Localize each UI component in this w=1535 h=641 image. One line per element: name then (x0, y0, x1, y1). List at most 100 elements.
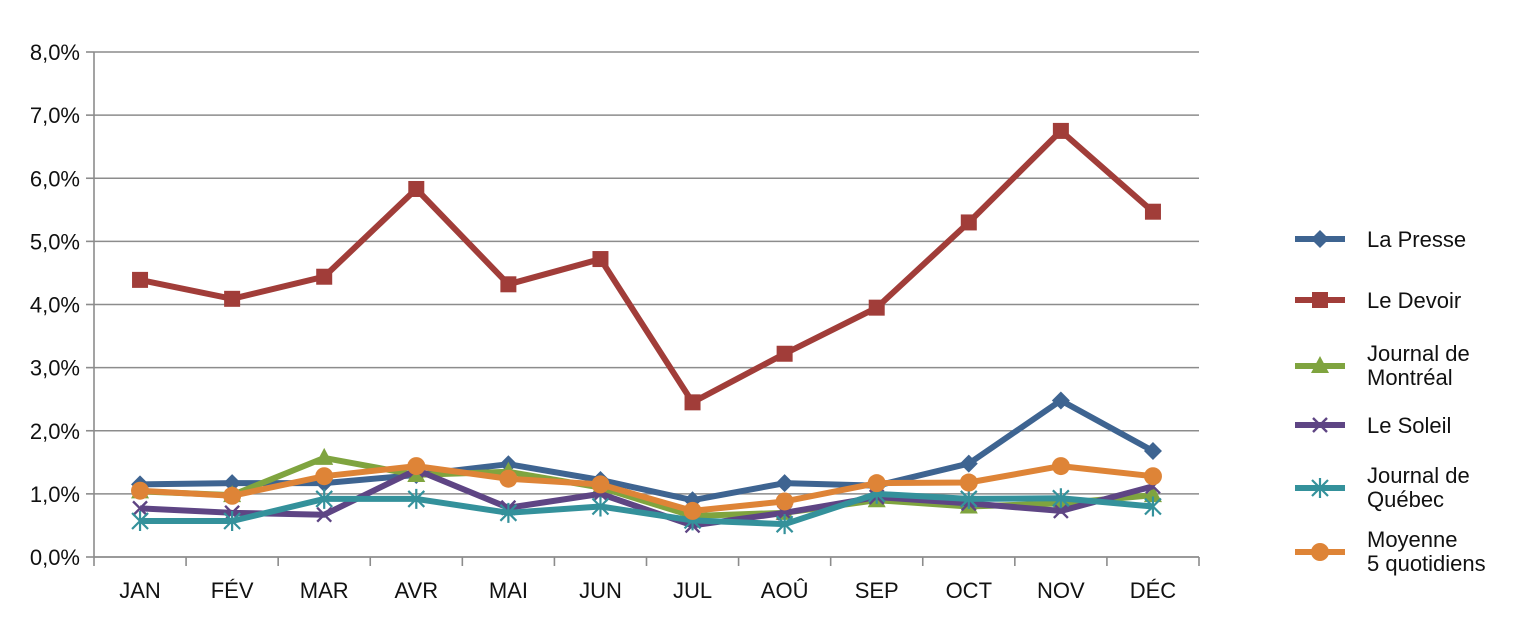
data-point (959, 473, 978, 492)
data-point (499, 502, 518, 523)
data-point (408, 180, 425, 197)
data-point (775, 474, 794, 493)
data-point (223, 474, 242, 493)
x-tick-label: FÉV (211, 578, 254, 603)
data-point (223, 511, 241, 532)
series-line (140, 397, 1155, 504)
data-point (407, 457, 426, 476)
x-tick-label: JUN (579, 578, 622, 603)
series-1 (132, 122, 1161, 411)
y-tick-label: 5,0% (30, 229, 80, 254)
x-tick-label: MAI (489, 578, 528, 603)
data-point (1311, 356, 1329, 373)
legend-label: Le Devoir (1367, 288, 1461, 313)
data-point (132, 271, 149, 288)
x-tick-label: OCT (946, 578, 992, 603)
data-point (223, 486, 242, 505)
legend-label: 5 quotidiens (1367, 551, 1486, 576)
data-point (131, 481, 150, 500)
data-point (132, 500, 148, 517)
data-point (683, 501, 702, 520)
series-line (139, 463, 1154, 514)
y-tick-label: 3,0% (30, 356, 80, 381)
x-tick-label: AOÛ (761, 578, 809, 603)
series-4 (131, 483, 1162, 535)
data-point (1144, 203, 1161, 220)
data-point (1312, 292, 1328, 308)
data-point (775, 492, 794, 511)
x-tick-label: MAR (300, 578, 349, 603)
series-line (139, 466, 1154, 529)
data-point (776, 345, 793, 362)
data-point (1143, 467, 1162, 486)
y-tick-label: 8,0% (30, 40, 80, 65)
y-tick-label: 2,0% (30, 419, 80, 444)
y-tick-label: 0,0% (30, 545, 80, 570)
legend-item: Le Soleil (1295, 413, 1451, 438)
data-point (499, 469, 518, 488)
legend-label: Moyenne (1367, 527, 1458, 552)
data-point (1051, 457, 1070, 476)
x-axis: JAN FÉV MAR AVR MAI JUN JUL AOÛ SEP OCT NOV DÉC (93, 556, 1200, 603)
y-tick-label: 1,0% (30, 482, 80, 507)
data-point (315, 488, 333, 509)
legend-label: Québec (1367, 487, 1444, 512)
data-point (1312, 417, 1328, 433)
x-tick-label: NOV (1037, 578, 1085, 603)
legend-item: Le Devoir (1295, 288, 1461, 313)
x-tick-label: JUL (673, 578, 712, 603)
data-point (1053, 503, 1069, 519)
data-point (407, 488, 426, 509)
data-point (775, 514, 794, 535)
x-tick-label: JAN (119, 578, 161, 603)
legend-label: Montréal (1367, 365, 1453, 390)
data-point (500, 276, 517, 293)
data-point (867, 474, 886, 493)
data-point (591, 475, 610, 494)
data-point (868, 299, 885, 316)
data-point (960, 488, 978, 509)
data-point (1311, 478, 1329, 498)
data-point (1311, 230, 1329, 248)
series-line (140, 490, 1154, 528)
x-tick-label: DÉC (1130, 578, 1177, 603)
data-point (315, 467, 334, 486)
y-tick-label: 6,0% (30, 166, 80, 191)
data-point (591, 496, 610, 517)
data-point (1051, 391, 1070, 410)
data-point (315, 447, 334, 465)
data-point (1311, 543, 1329, 561)
data-point (224, 290, 241, 307)
legend-label: Le Soleil (1367, 413, 1451, 438)
gridlines (94, 51, 1199, 558)
y-tick-label: 4,0% (30, 293, 80, 318)
data-point (316, 268, 333, 285)
legend-label: Journal de (1367, 463, 1470, 488)
series-layer (131, 122, 1162, 535)
y-axis: 0,0% 1,0% 2,0% 3,0% 4,0% 5,0% 6,0% 7,0% 8,0% (30, 40, 95, 570)
data-point (131, 511, 149, 532)
data-point (1052, 488, 1070, 509)
data-point (316, 506, 333, 523)
series-5 (131, 457, 1162, 520)
data-point (1143, 485, 1162, 503)
x-tick-label: SEP (855, 578, 899, 603)
legend-label: Journal de (1367, 341, 1470, 366)
x-tick-label: AVR (394, 578, 438, 603)
data-point (684, 394, 701, 411)
data-point (960, 214, 977, 231)
data-point (592, 251, 609, 268)
data-point (959, 454, 978, 473)
legend-label: La Presse (1367, 227, 1466, 252)
data-point (1052, 122, 1069, 139)
series-line (139, 127, 1155, 406)
y-tick-label: 7,0% (30, 103, 80, 128)
series-0 (131, 391, 1162, 510)
data-point (1144, 496, 1162, 517)
data-point (1143, 441, 1162, 460)
